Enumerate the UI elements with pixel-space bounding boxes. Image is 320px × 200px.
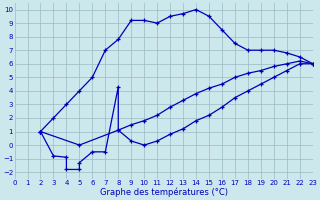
X-axis label: Graphe des températures (°C): Graphe des températures (°C) bbox=[100, 188, 228, 197]
